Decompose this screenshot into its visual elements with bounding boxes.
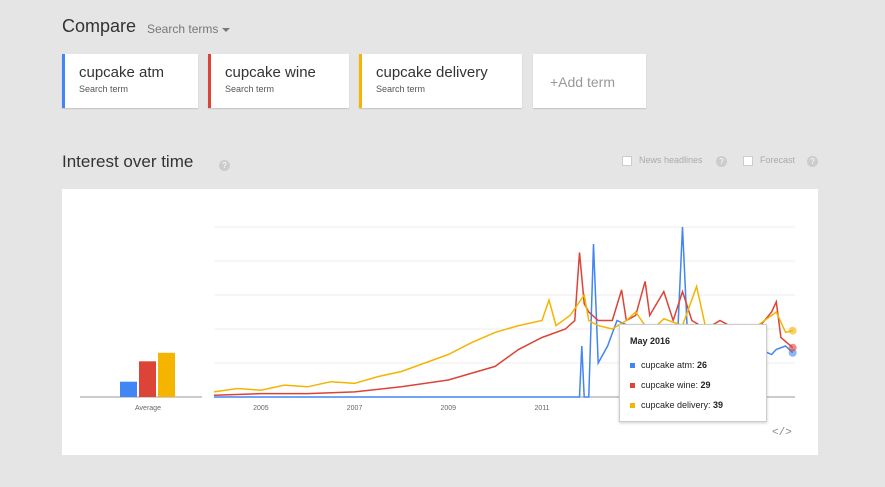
news-headlines-checkbox[interactable] (622, 156, 632, 166)
add-term-label: +Add term (550, 74, 615, 90)
search-terms-label: Search terms (147, 22, 219, 36)
add-term-button[interactable]: +Add term (533, 54, 646, 108)
forecast-checkbox[interactable] (743, 156, 753, 166)
average-bar-cupcake-wine (139, 361, 156, 397)
tooltip-value: 26 (697, 360, 708, 370)
tooltip-value: 29 (700, 380, 711, 390)
x-tick-label: 2009 (440, 405, 456, 412)
compare-title: Compare (62, 16, 137, 36)
interest-chart-panel: Average 2005 2007 2009 2011 (62, 189, 818, 455)
tooltip-label: cupcake delivery: (641, 400, 714, 410)
legend-swatch (630, 383, 635, 389)
tooltip-label: cupcake wine: (641, 380, 701, 390)
x-tick-label: 2007 (347, 405, 363, 412)
term-name: cupcake atm (79, 64, 165, 81)
forecast-help-icon[interactable]: ? (807, 156, 818, 167)
series-endpoint-cupcake-wine (788, 343, 797, 352)
average-bar-cupcake-atm (120, 381, 137, 397)
forecast-label: Forecast (760, 155, 796, 165)
tooltip-title: May 2016 (630, 336, 671, 346)
average-label: Average (135, 405, 161, 412)
tooltip-label: cupcake atm: (641, 360, 698, 370)
average-bar-cupcake-delivery (158, 352, 175, 397)
term-color-bar (359, 54, 362, 108)
chart-tooltip: May 2016 cupcake atm: 26 cupcake wine: 2… (619, 324, 767, 422)
interest-over-time-title: Interest over time (62, 152, 194, 171)
term-name: cupcake delivery (376, 64, 488, 81)
tooltip-row-atm: cupcake atm: 26 (630, 360, 707, 370)
x-tick-label: 2005 (253, 405, 269, 412)
x-tick-label: 2011 (534, 405, 549, 412)
tooltip-value: 39 (713, 400, 724, 410)
tooltip-row-delivery: cupcake delivery: 39 (630, 400, 723, 410)
term-card-cupcake-atm[interactable]: cupcake atm Search term (62, 54, 198, 108)
series-endpoint-cupcake-delivery (788, 326, 797, 335)
news-help-icon[interactable]: ? (716, 156, 727, 167)
term-card-cupcake-delivery[interactable]: cupcake delivery Search term (359, 54, 522, 108)
term-subtitle: Search term (79, 84, 129, 94)
term-name: cupcake wine (225, 64, 316, 81)
term-subtitle: Search term (376, 84, 426, 94)
help-icon[interactable]: ? (219, 160, 230, 171)
embed-code-icon[interactable]: </> (772, 427, 792, 439)
search-terms-dropdown[interactable]: Search terms (147, 22, 231, 36)
news-headlines-label: News headlines (639, 155, 703, 165)
legend-swatch (630, 403, 635, 409)
term-color-bar (62, 54, 65, 108)
term-card-cupcake-wine[interactable]: cupcake wine Search term (208, 54, 349, 108)
caret-down-icon (222, 27, 231, 32)
legend-swatch (630, 363, 635, 369)
series-line-cupcake-delivery (213, 283, 793, 393)
term-color-bar (208, 54, 211, 108)
tooltip-row-wine: cupcake wine: 29 (630, 380, 711, 390)
term-subtitle: Search term (225, 84, 275, 94)
